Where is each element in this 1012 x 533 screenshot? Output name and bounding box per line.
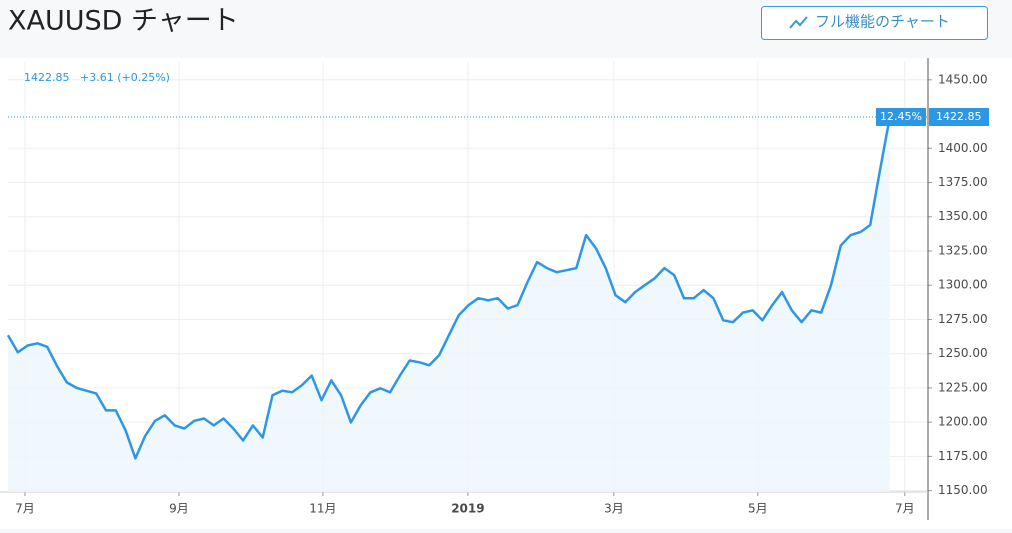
- y-tick-label: 1350.00: [938, 209, 988, 223]
- y-tick-label: 1200.00: [938, 415, 988, 429]
- change-tag-label: 12.45%: [880, 110, 922, 123]
- price-line: [6, 116, 892, 460]
- x-tick-label: 5月: [748, 502, 768, 516]
- x-tick-label: 11月: [309, 502, 336, 516]
- legend-change: +3.61 (+0.25%): [80, 71, 170, 84]
- y-tick-label: 1250.00: [938, 346, 988, 360]
- full-chart-button[interactable]: [761, 6, 988, 40]
- y-tick-label: 1400.00: [938, 141, 988, 155]
- y-tick-label: 1225.00: [938, 380, 988, 394]
- price-tag: [929, 107, 989, 126]
- page-title: XAUUSD チャート: [8, 6, 239, 37]
- price-tag-label: 1422.85: [936, 110, 982, 123]
- x-tick-label: 2019: [451, 502, 484, 516]
- x-tick-label: 9月: [169, 502, 189, 516]
- button-icon: [789, 16, 808, 29]
- y-tick-label: 1450.00: [938, 72, 988, 86]
- button-label[interactable]: フル機能のチャート: [815, 13, 950, 31]
- change-tag: [876, 107, 926, 126]
- y-tick-label: 1325.00: [938, 243, 988, 257]
- y-tick-label: 1375.00: [938, 175, 988, 189]
- x-tick-label: 3月: [604, 502, 624, 516]
- legend-price: 1422.85: [24, 71, 70, 84]
- y-tick-label: 1150.00: [938, 483, 988, 497]
- x-tick-label: 7月: [15, 502, 35, 516]
- area-fill: [8, 117, 890, 492]
- y-tick-label: 1175.00: [938, 449, 988, 463]
- y-tick-label: 1275.00: [938, 312, 988, 326]
- x-tick-label: 7月: [895, 502, 915, 516]
- y-tick-label: 1300.00: [938, 278, 988, 292]
